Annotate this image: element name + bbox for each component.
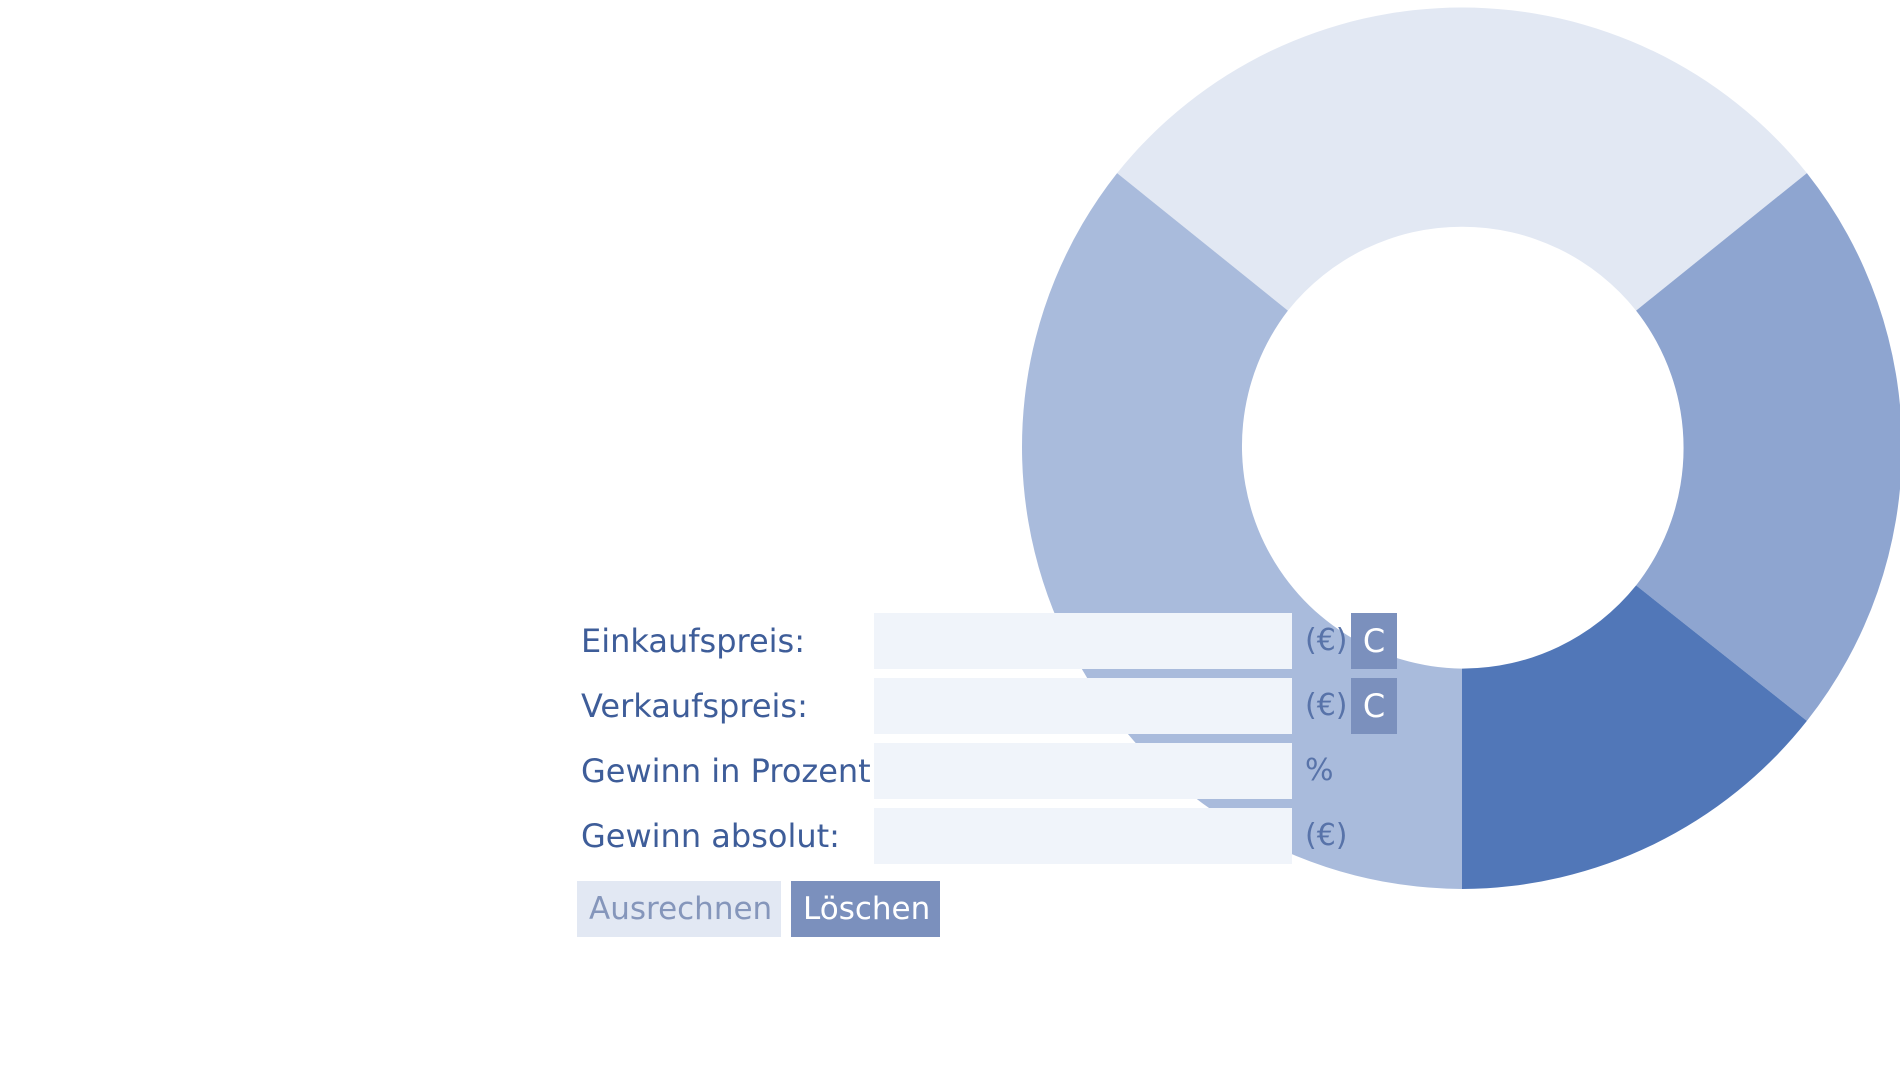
clear-purchase-price-button[interactable]: C (1351, 613, 1397, 669)
selling-price-label: Verkaufspreis: (581, 687, 808, 725)
donut-segment-right (1636, 173, 1900, 721)
profit-percent-label: Gewinn in Prozent: (581, 752, 882, 790)
profit-absolute-unit: (€) (1305, 818, 1348, 853)
profit-percent-unit: % (1305, 753, 1334, 788)
purchase-price-row: Einkaufspreis: (€) C (581, 613, 1441, 669)
selling-price-input[interactable] (874, 678, 1292, 734)
donut-segment-bottom-right (1462, 585, 1807, 889)
calculator-form: Einkaufspreis: (€) C Verkaufspreis: (€) … (577, 613, 1441, 937)
profit-absolute-row: Gewinn absolut: (€) (581, 808, 1441, 864)
calculate-button[interactable]: Ausrechnen (577, 881, 781, 937)
donut-segment-top (1117, 7, 1807, 311)
profit-percent-input[interactable] (874, 743, 1292, 799)
purchase-price-input[interactable] (874, 613, 1292, 669)
purchase-price-unit: (€) (1305, 623, 1348, 658)
profit-absolute-input[interactable] (874, 808, 1292, 864)
reset-button[interactable]: Löschen (791, 881, 940, 937)
profit-percent-row: Gewinn in Prozent: % (581, 743, 1441, 799)
profit-absolute-label: Gewinn absolut: (581, 817, 840, 855)
selling-price-row: Verkaufspreis: (€) C (581, 678, 1441, 734)
selling-price-unit: (€) (1305, 688, 1348, 723)
clear-selling-price-button[interactable]: C (1351, 678, 1397, 734)
form-actions: Ausrechnen Löschen (577, 881, 1441, 937)
purchase-price-label: Einkaufspreis: (581, 622, 805, 660)
